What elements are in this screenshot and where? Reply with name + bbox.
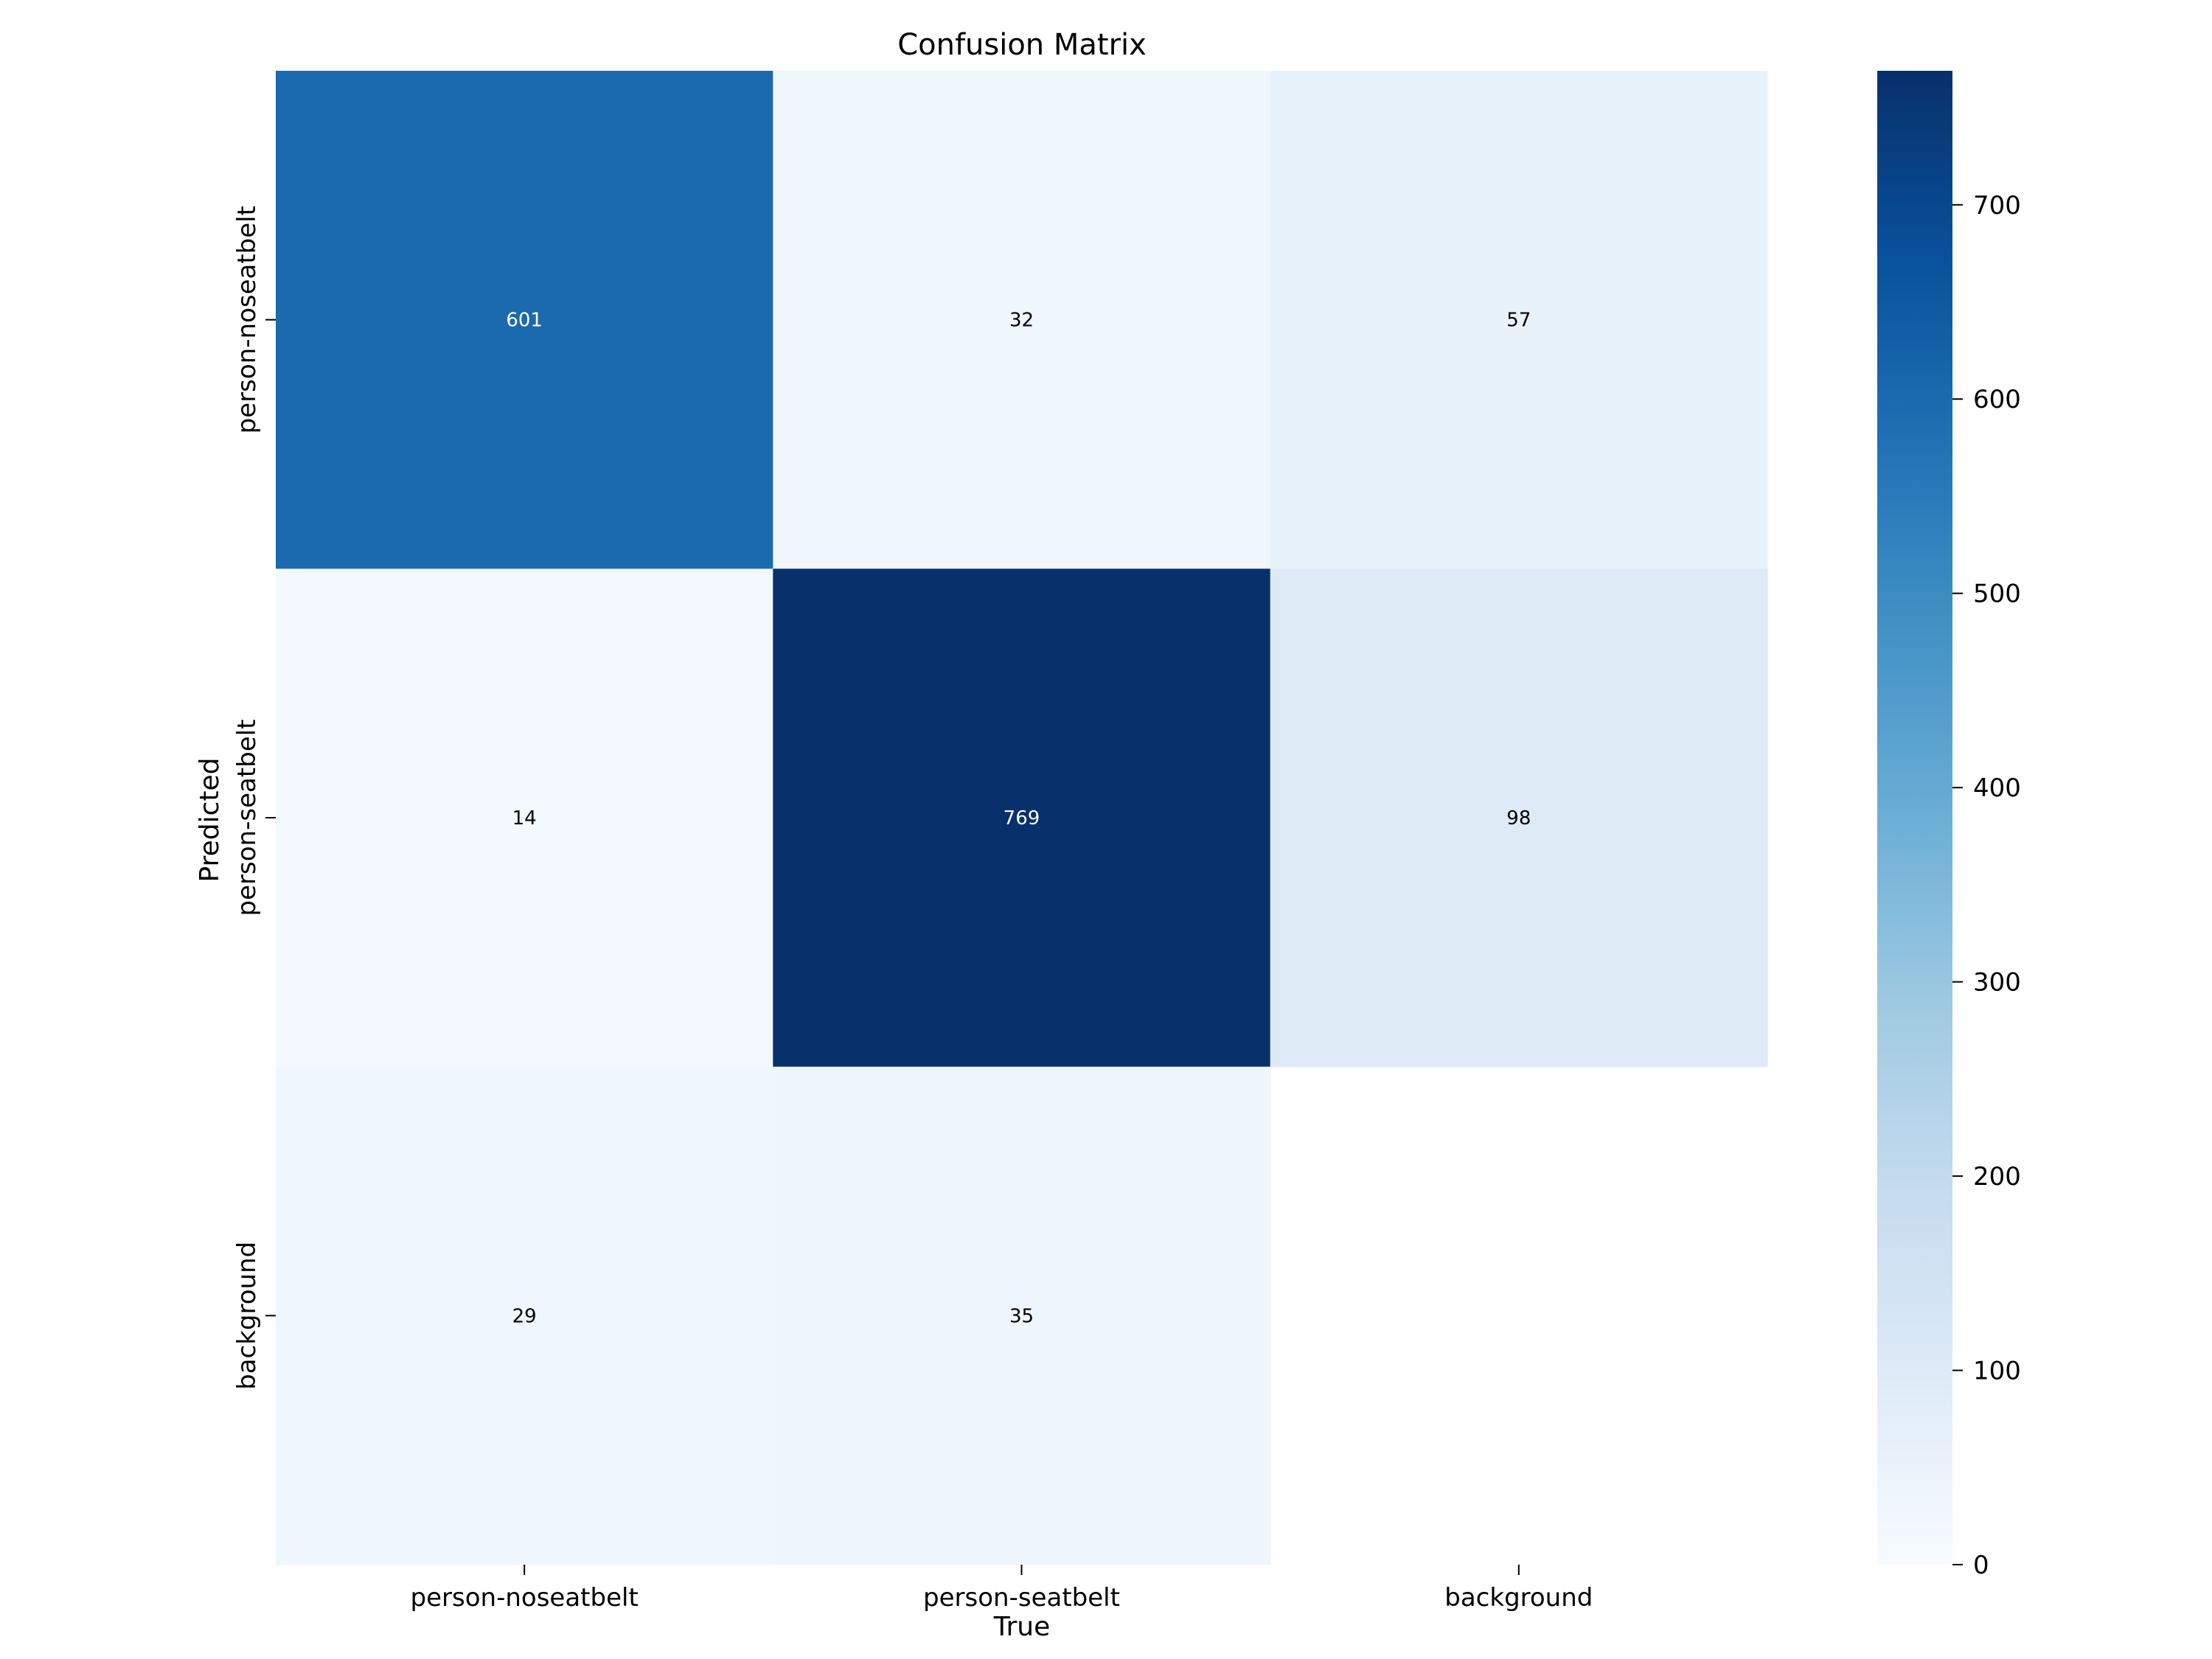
heatmap-cell [1270, 568, 1768, 1068]
cell-value-label: 32 [1009, 310, 1034, 332]
x-tick-label: person-noseatbelt [411, 1583, 639, 1613]
colorbar: 0 100 200 300 400 500 600 700 [1877, 71, 2021, 1580]
colorbar-tick-label: 400 [1973, 773, 2021, 803]
cell-value-label: 35 [1009, 1305, 1034, 1327]
y-axis-ticks: person-noseatbelt person-seatbelt backgrou… [232, 206, 276, 1390]
cell-value-label: 98 [1506, 807, 1531, 830]
heatmap-cell [773, 1066, 1271, 1565]
heatmap-cell [276, 568, 773, 1068]
heatmap-cell [773, 568, 1271, 1068]
colorbar-tick-label: 100 [1973, 1357, 2021, 1386]
colorbar-tick-label: 300 [1973, 968, 2021, 998]
x-axis-ticks: person-noseatbelt person-seatbelt backgrou… [411, 1565, 1593, 1613]
heatmap-cell [1270, 71, 1768, 569]
colorbar-tick-label: 200 [1973, 1162, 2021, 1192]
heatmap-cell [773, 71, 1271, 569]
y-tick-label: background [232, 1242, 262, 1390]
cell-value-label: 57 [1506, 310, 1531, 332]
y-axis-label: Predicted [195, 758, 225, 883]
cell-value-label: 601 [506, 310, 543, 332]
cell-value-label: 14 [512, 807, 537, 830]
cell-value-label: 769 [1004, 807, 1040, 830]
y-tick-label: person-seatbelt [232, 720, 262, 917]
x-tick-label: person-seatbelt [923, 1583, 1120, 1613]
chart-title: Confusion Matrix [897, 28, 1147, 62]
heatmap-cell [276, 71, 773, 569]
colorbar-tick-label: 700 [1973, 191, 2021, 220]
colorbar-tick-label: 0 [1973, 1551, 1989, 1580]
colorbar-tick-label: 600 [1973, 385, 2021, 414]
x-axis-label: True [993, 1612, 1050, 1642]
y-tick-label: person-noseatbelt [232, 206, 262, 434]
colorbar-tick-label: 500 [1973, 580, 2021, 609]
x-tick-label: background [1444, 1583, 1593, 1613]
cell-value-label: 29 [512, 1305, 537, 1327]
heatmap-cells: 601 32 57 14 769 98 29 35 [276, 71, 1768, 1565]
heatmap-cell [276, 1066, 773, 1565]
colorbar-gradient [1877, 71, 1952, 1565]
